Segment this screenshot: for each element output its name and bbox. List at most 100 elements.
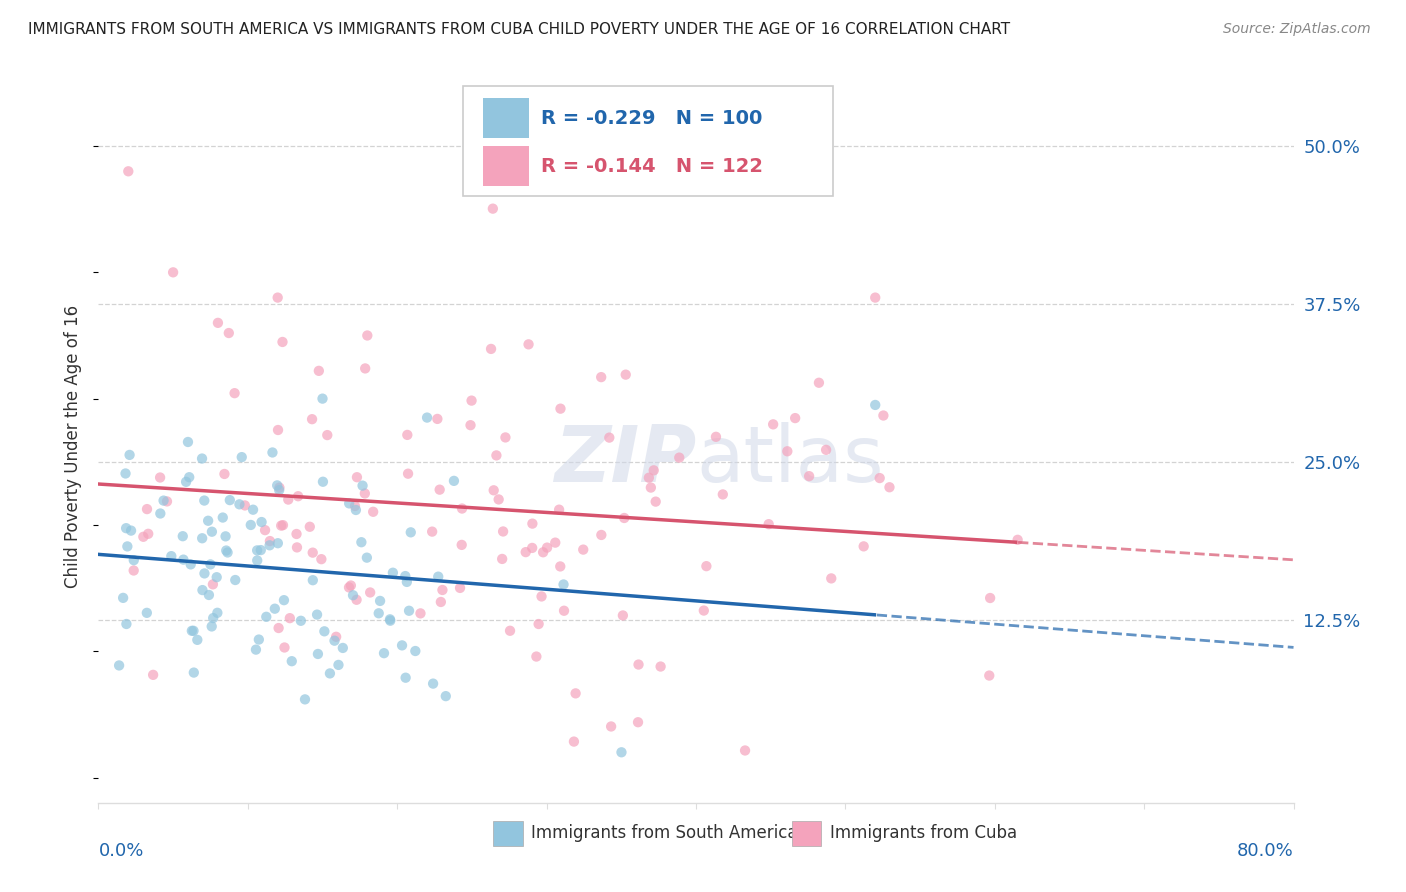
Text: Immigrants from Cuba: Immigrants from Cuba [830, 824, 1017, 842]
Point [277, 492, 299, 507]
Point [201, 619, 224, 633]
Point [762, 417, 785, 432]
Point [564, 686, 586, 700]
Point [610, 745, 633, 759]
Point [301, 412, 323, 426]
Point [396, 428, 419, 442]
Point [591, 528, 613, 542]
Point [200, 558, 222, 572]
FancyBboxPatch shape [792, 821, 821, 846]
Point [522, 541, 544, 555]
Point [201, 524, 224, 539]
Text: IMMIGRANTS FROM SOUTH AMERICA VS IMMIGRANTS FROM CUBA CHILD POVERTY UNDER THE AG: IMMIGRANTS FROM SOUTH AMERICA VS IMMIGRA… [28, 22, 1011, 37]
Point [346, 592, 368, 607]
Point [343, 499, 366, 513]
Point [340, 578, 363, 592]
Point [381, 566, 404, 580]
Point [785, 411, 807, 425]
Point [460, 393, 482, 408]
Point [246, 543, 269, 558]
Point [346, 470, 368, 484]
Point [218, 326, 240, 340]
FancyBboxPatch shape [494, 821, 523, 846]
Point [695, 559, 717, 574]
Point [979, 591, 1001, 605]
Point [156, 494, 179, 508]
Point [267, 291, 290, 305]
Point [572, 542, 595, 557]
Point [416, 410, 439, 425]
Point [852, 540, 875, 554]
Point [136, 502, 159, 516]
Text: Immigrants from South America: Immigrants from South America [531, 824, 797, 842]
Point [115, 521, 138, 535]
Point [202, 611, 225, 625]
Point [180, 624, 202, 638]
Point [337, 496, 360, 510]
Point [316, 428, 339, 442]
Text: atlas: atlas [696, 422, 883, 499]
Point [332, 640, 354, 655]
Point [254, 523, 277, 537]
Point [614, 368, 637, 382]
Point [114, 467, 136, 481]
Point [485, 449, 508, 463]
Point [207, 316, 229, 330]
Text: 80.0%: 80.0% [1237, 842, 1294, 860]
Point [524, 649, 547, 664]
Point [627, 657, 650, 672]
Point [443, 474, 465, 488]
Point [395, 574, 418, 589]
Point [482, 202, 505, 216]
Point [432, 582, 454, 597]
Point [820, 571, 842, 585]
Point [266, 478, 288, 492]
Point [247, 632, 270, 647]
Point [149, 507, 172, 521]
Point [711, 487, 734, 501]
Point [734, 743, 756, 757]
Point [311, 392, 333, 406]
Point [515, 545, 537, 559]
Point [198, 588, 221, 602]
Point [638, 471, 661, 485]
Point [449, 581, 471, 595]
Point [285, 527, 308, 541]
Point [367, 607, 389, 621]
Point [281, 654, 304, 668]
Point [807, 376, 830, 390]
Point [115, 617, 138, 632]
Point [263, 601, 285, 615]
Point [598, 431, 620, 445]
Point [356, 328, 378, 343]
Point [434, 689, 457, 703]
Point [353, 486, 375, 500]
Point [530, 590, 553, 604]
Point [191, 531, 214, 545]
Point [108, 658, 131, 673]
Point [259, 534, 281, 549]
Point [142, 668, 165, 682]
Point [482, 483, 505, 498]
Point [287, 489, 309, 503]
Point [368, 594, 391, 608]
Point [344, 503, 367, 517]
Point [214, 529, 236, 543]
Point [361, 505, 384, 519]
Text: ZIP: ZIP [554, 422, 696, 499]
Point [553, 604, 575, 618]
Point [394, 569, 416, 583]
Y-axis label: Child Poverty Under the Age of 16: Child Poverty Under the Age of 16 [65, 304, 83, 588]
Point [352, 478, 374, 492]
Point [112, 591, 135, 605]
Point [191, 583, 214, 598]
Point [396, 467, 419, 481]
Point [201, 577, 224, 591]
Point [644, 494, 666, 508]
Point [612, 608, 634, 623]
Point [239, 518, 262, 533]
Point [591, 370, 613, 384]
Point [356, 550, 378, 565]
Point [879, 480, 901, 494]
Point [450, 538, 472, 552]
